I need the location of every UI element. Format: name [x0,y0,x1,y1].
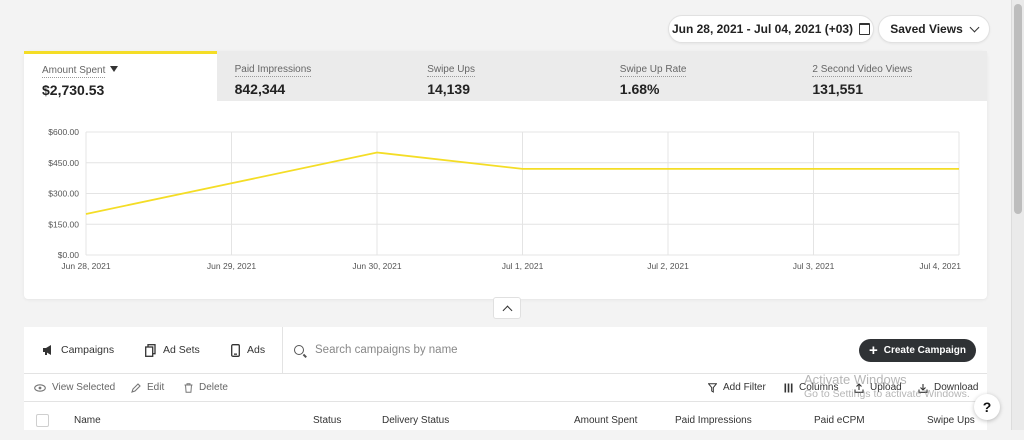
phone-icon [231,344,240,357]
column-header-name[interactable]: Name [74,402,101,430]
watermark-subtitle: Go to Settings to activate Windows. [804,387,970,402]
y-tick-label: $600.00 [48,127,79,137]
x-tick-label: Jun 29, 2021 [207,261,256,271]
delete-label: Delete [199,382,228,393]
column-header-paid-impressions[interactable]: Paid Impressions [675,402,752,430]
x-tick-label: Jul 1, 2021 [502,261,544,271]
column-header-delivery-status[interactable]: Delivery Status [382,402,449,430]
tab-label: Ad Sets [163,344,200,356]
metric-tab-video-views[interactable]: 2 Second Video Views 131,551 [794,51,987,101]
column-header-swipe-ups[interactable]: Swipe Ups [927,402,975,430]
page-scrollbar[interactable] [1011,0,1024,430]
metric-tab-swipe-ups[interactable]: Swipe Ups 14,139 [409,51,602,101]
x-tick-label: Jul 2, 2021 [647,261,689,271]
metric-label: Swipe Up Rate [620,64,687,77]
metric-value: $2,730.53 [42,82,217,98]
metric-tab-swipe-up-rate[interactable]: Swipe Up Rate 1.68% [602,51,795,101]
y-tick-label: $0.00 [58,250,80,260]
tab-campaigns[interactable]: Campaigns [42,327,114,373]
tab-label: Ads [247,344,265,356]
columns-icon [784,383,793,393]
entity-tabs: Campaigns Ad Sets Ads + Create Campaign [24,327,987,374]
y-tick-label: $450.00 [48,158,79,168]
line-chart: $0.00 $150.00 $300.00 $450.00 $600.00 Jun 28,… [24,101,987,299]
watermark-title: Activate Windows [804,372,970,387]
metric-value: 842,344 [235,81,410,97]
help-button[interactable]: ? [974,394,1000,420]
x-tick-label: Jul 3, 2021 [793,261,835,271]
metric-label: 2 Second Video Views [812,64,912,77]
date-range-picker[interactable]: Jun 28, 2021 - Jul 04, 2021 (+03) [668,15,874,43]
tab-divider [282,327,283,373]
delete-button[interactable]: Delete [184,374,228,401]
stack-icon [145,344,156,357]
x-tick-label: Jul 4, 2021 [919,261,961,271]
column-header-amount-spent[interactable]: Amount Spent [574,402,637,430]
tab-ad-sets[interactable]: Ad Sets [145,327,200,373]
metric-tabs: Amount Spent $2,730.53 Paid Impressions … [24,51,987,101]
metric-label: Amount Spent [42,65,105,78]
view-selected-button[interactable]: View Selected [34,374,115,401]
metric-value: 14,139 [427,81,602,97]
metric-value: 131,551 [812,81,987,97]
chevron-down-icon [969,23,979,33]
pencil-icon [131,383,141,393]
metrics-chart-card: Amount Spent $2,730.53 Paid Impressions … [24,51,987,299]
metric-tab-paid-impressions[interactable]: Paid Impressions 842,344 [217,51,410,101]
chevron-up-icon [502,305,512,315]
metric-label: Paid Impressions [235,64,312,77]
scrollbar-thumb[interactable] [1014,4,1022,214]
metric-value: 1.68% [620,81,795,97]
campaign-search [294,327,617,373]
filter-icon [708,383,717,393]
date-range-label: Jun 28, 2021 - Jul 04, 2021 (+03) [672,22,853,36]
add-filter-button[interactable]: Add Filter [708,374,766,401]
table-header-row: Name Status Delivery Status Amount Spent… [24,402,987,430]
help-icon: ? [983,399,992,415]
caret-down-icon [110,66,118,72]
view-selected-label: View Selected [52,382,115,393]
search-input[interactable] [313,343,617,357]
y-tick-label: $300.00 [48,189,79,199]
x-tick-label: Jun 28, 2021 [61,261,110,271]
activate-windows-watermark: Activate Windows Go to Settings to activ… [804,372,970,402]
calendar-icon [859,23,870,35]
y-tick-label: $150.00 [48,219,79,229]
megaphone-icon [42,344,54,356]
search-icon [294,345,304,355]
saved-views-dropdown[interactable]: Saved Views [878,15,990,43]
edit-label: Edit [147,382,164,393]
x-tick-label: Jun 30, 2021 [352,261,401,271]
create-campaign-button[interactable]: + Create Campaign [859,339,976,362]
eye-icon [34,384,46,392]
trash-icon [184,383,193,393]
create-campaign-label: Create Campaign [884,345,966,356]
saved-views-label: Saved Views [890,22,963,36]
plus-icon: + [869,346,878,356]
add-filter-label: Add Filter [723,382,766,393]
collapse-chart-button[interactable] [493,297,521,319]
tab-ads[interactable]: Ads [231,327,265,373]
column-header-status[interactable]: Status [313,402,341,430]
metric-label: Swipe Ups [427,64,475,77]
metric-tab-amount-spent[interactable]: Amount Spent $2,730.53 [24,51,217,101]
select-all-checkbox[interactable] [36,414,49,427]
edit-button[interactable]: Edit [131,374,164,401]
tab-label: Campaigns [61,344,114,356]
column-header-paid-ecpm[interactable]: Paid eCPM [814,402,865,430]
